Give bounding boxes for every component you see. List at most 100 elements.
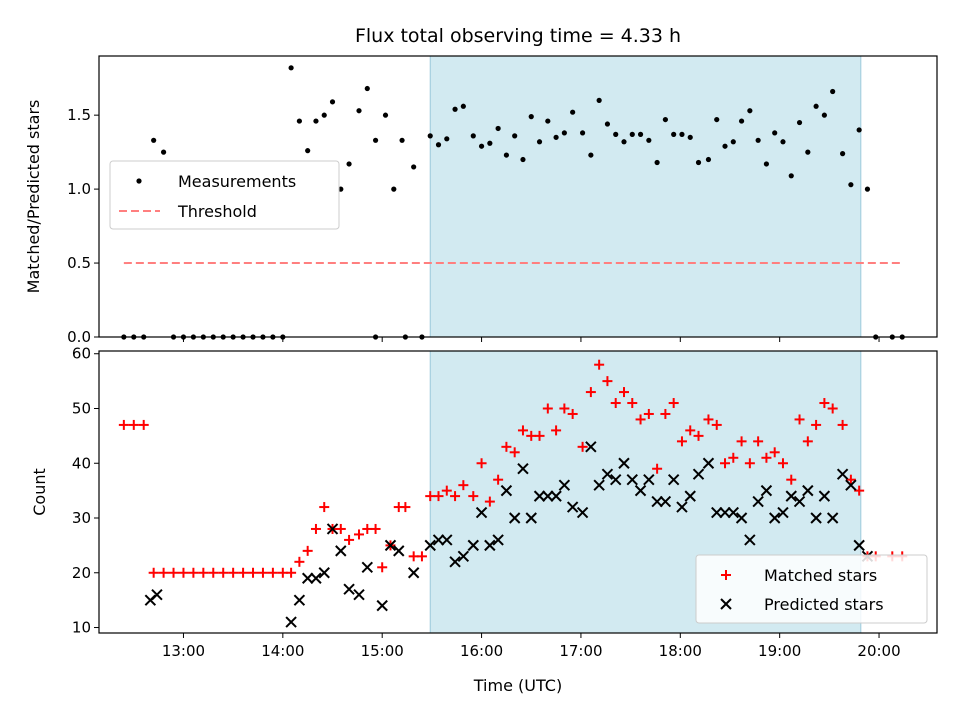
predicted-star-point <box>475 506 488 519</box>
legend-matched-label: Matched stars <box>764 566 877 585</box>
predicted-star-point <box>826 512 839 524</box>
x-tick-label: 17:00 <box>559 642 602 660</box>
cross-stroke <box>343 583 355 595</box>
predicted-star-point <box>407 567 420 579</box>
x-tick-label: 18:00 <box>659 642 702 660</box>
cross-stroke <box>692 468 705 480</box>
matched-star-point <box>310 523 321 534</box>
matched-star-point <box>542 403 553 414</box>
y-tick-label: 60 <box>72 345 91 363</box>
matched-star-point <box>493 474 504 485</box>
measurement-point <box>780 139 786 145</box>
y-tick-label: 1.0 <box>67 180 91 198</box>
cross-stroke <box>424 539 436 552</box>
predicted-star-point <box>711 506 723 519</box>
count-panel: 10 20 30 40 50 60 13:00 14:00 15:00 16:00 17:00 18:… <box>30 345 938 695</box>
matched-star-point <box>845 474 856 485</box>
matched-star-point <box>218 567 229 578</box>
predicted-star-point <box>576 506 589 519</box>
measurement-point <box>772 130 778 136</box>
cross-stroke <box>720 598 732 610</box>
measurement-point <box>856 127 862 133</box>
measurement-point <box>160 149 167 155</box>
matched-star-point <box>819 398 830 409</box>
matched-star-point <box>178 567 189 578</box>
ratio-axes: 0.0 0.5 1.0 1.5 <box>67 55 938 346</box>
matched-star-point <box>198 567 209 578</box>
predicted-star-point <box>457 550 470 563</box>
y-tick-label: 40 <box>72 454 91 472</box>
matched-star-point <box>567 408 578 419</box>
legend-threshold-label: Threshold <box>177 202 257 221</box>
predicted-star-point <box>376 599 388 612</box>
predicted-star-point <box>318 567 330 579</box>
cross-stroke <box>601 468 614 480</box>
predicted-star-point <box>785 490 797 502</box>
cross-stroke <box>651 495 663 508</box>
matched-star-point <box>594 359 605 370</box>
measurement-point <box>321 112 327 118</box>
predicted-star-point <box>667 473 680 486</box>
chart-title: Flux total observing time = 4.33 h <box>355 25 681 47</box>
cross-stroke <box>667 473 680 486</box>
predicted-star-point <box>533 490 546 502</box>
cross-stroke <box>542 490 554 502</box>
cross-stroke <box>585 441 597 453</box>
x-tick-label: 14:00 <box>261 642 304 660</box>
measurement-point <box>763 161 770 167</box>
y-tick-label: 20 <box>72 564 91 582</box>
matched-star-point <box>720 458 731 469</box>
matched-star-point <box>551 425 562 436</box>
predicted-star-point <box>585 441 597 453</box>
matched-star-point <box>377 562 388 573</box>
legend-measurements-marker <box>136 178 142 184</box>
legend-cross-glyph <box>720 598 732 610</box>
measurement-point <box>487 140 493 146</box>
matched-star-point <box>627 398 638 409</box>
measurement-point <box>512 133 518 139</box>
cross-stroke <box>353 588 365 601</box>
matched-star-point <box>138 419 149 430</box>
cross-stroke <box>768 512 781 524</box>
predicted-star-point <box>393 545 405 557</box>
measurement-point <box>553 134 559 140</box>
measurement-point <box>399 137 405 143</box>
predicted-star-point <box>601 468 614 480</box>
x-tick-label: 13:00 <box>162 642 205 660</box>
measurement-point <box>662 116 668 123</box>
measurement-point <box>305 148 311 154</box>
measurement-point <box>503 152 510 158</box>
cross-stroke <box>326 523 339 535</box>
matched-star-point <box>344 534 355 545</box>
cross-stroke <box>525 512 537 524</box>
x-tick-label: 20:00 <box>857 642 900 660</box>
cross-stroke <box>818 490 831 502</box>
cross-stroke <box>760 484 773 497</box>
legend-predicted-marker <box>720 598 732 610</box>
predicted-star-point <box>517 463 529 475</box>
measurement-point <box>536 139 543 145</box>
cross-stroke <box>576 506 589 519</box>
legend-plus-glyph <box>721 570 731 580</box>
measurement-point <box>460 103 466 109</box>
measurement-point <box>288 65 294 71</box>
cross-stroke <box>853 539 865 552</box>
count-axes: 10 20 30 40 50 60 13:00 14:00 15:00 16:00 17:00 18:… <box>72 345 938 660</box>
cross-stroke <box>566 501 579 513</box>
predicted-star-point <box>441 534 453 546</box>
matched-star-point <box>703 414 714 425</box>
predicted-star-point <box>618 457 630 469</box>
cross-stroke <box>517 463 529 475</box>
cross-stroke <box>432 534 445 546</box>
measurement-point <box>372 137 379 143</box>
matched-star-point <box>736 436 747 447</box>
measurement-point <box>478 143 485 149</box>
matched-star-point <box>769 447 780 458</box>
measurement-point <box>805 149 811 155</box>
cross-stroke <box>484 539 496 552</box>
legend-predicted-label: Predicted stars <box>764 595 884 614</box>
cross-stroke <box>735 512 748 524</box>
measurement-point <box>629 131 635 137</box>
measurement-point <box>730 139 736 145</box>
matched-star-point <box>794 414 805 425</box>
